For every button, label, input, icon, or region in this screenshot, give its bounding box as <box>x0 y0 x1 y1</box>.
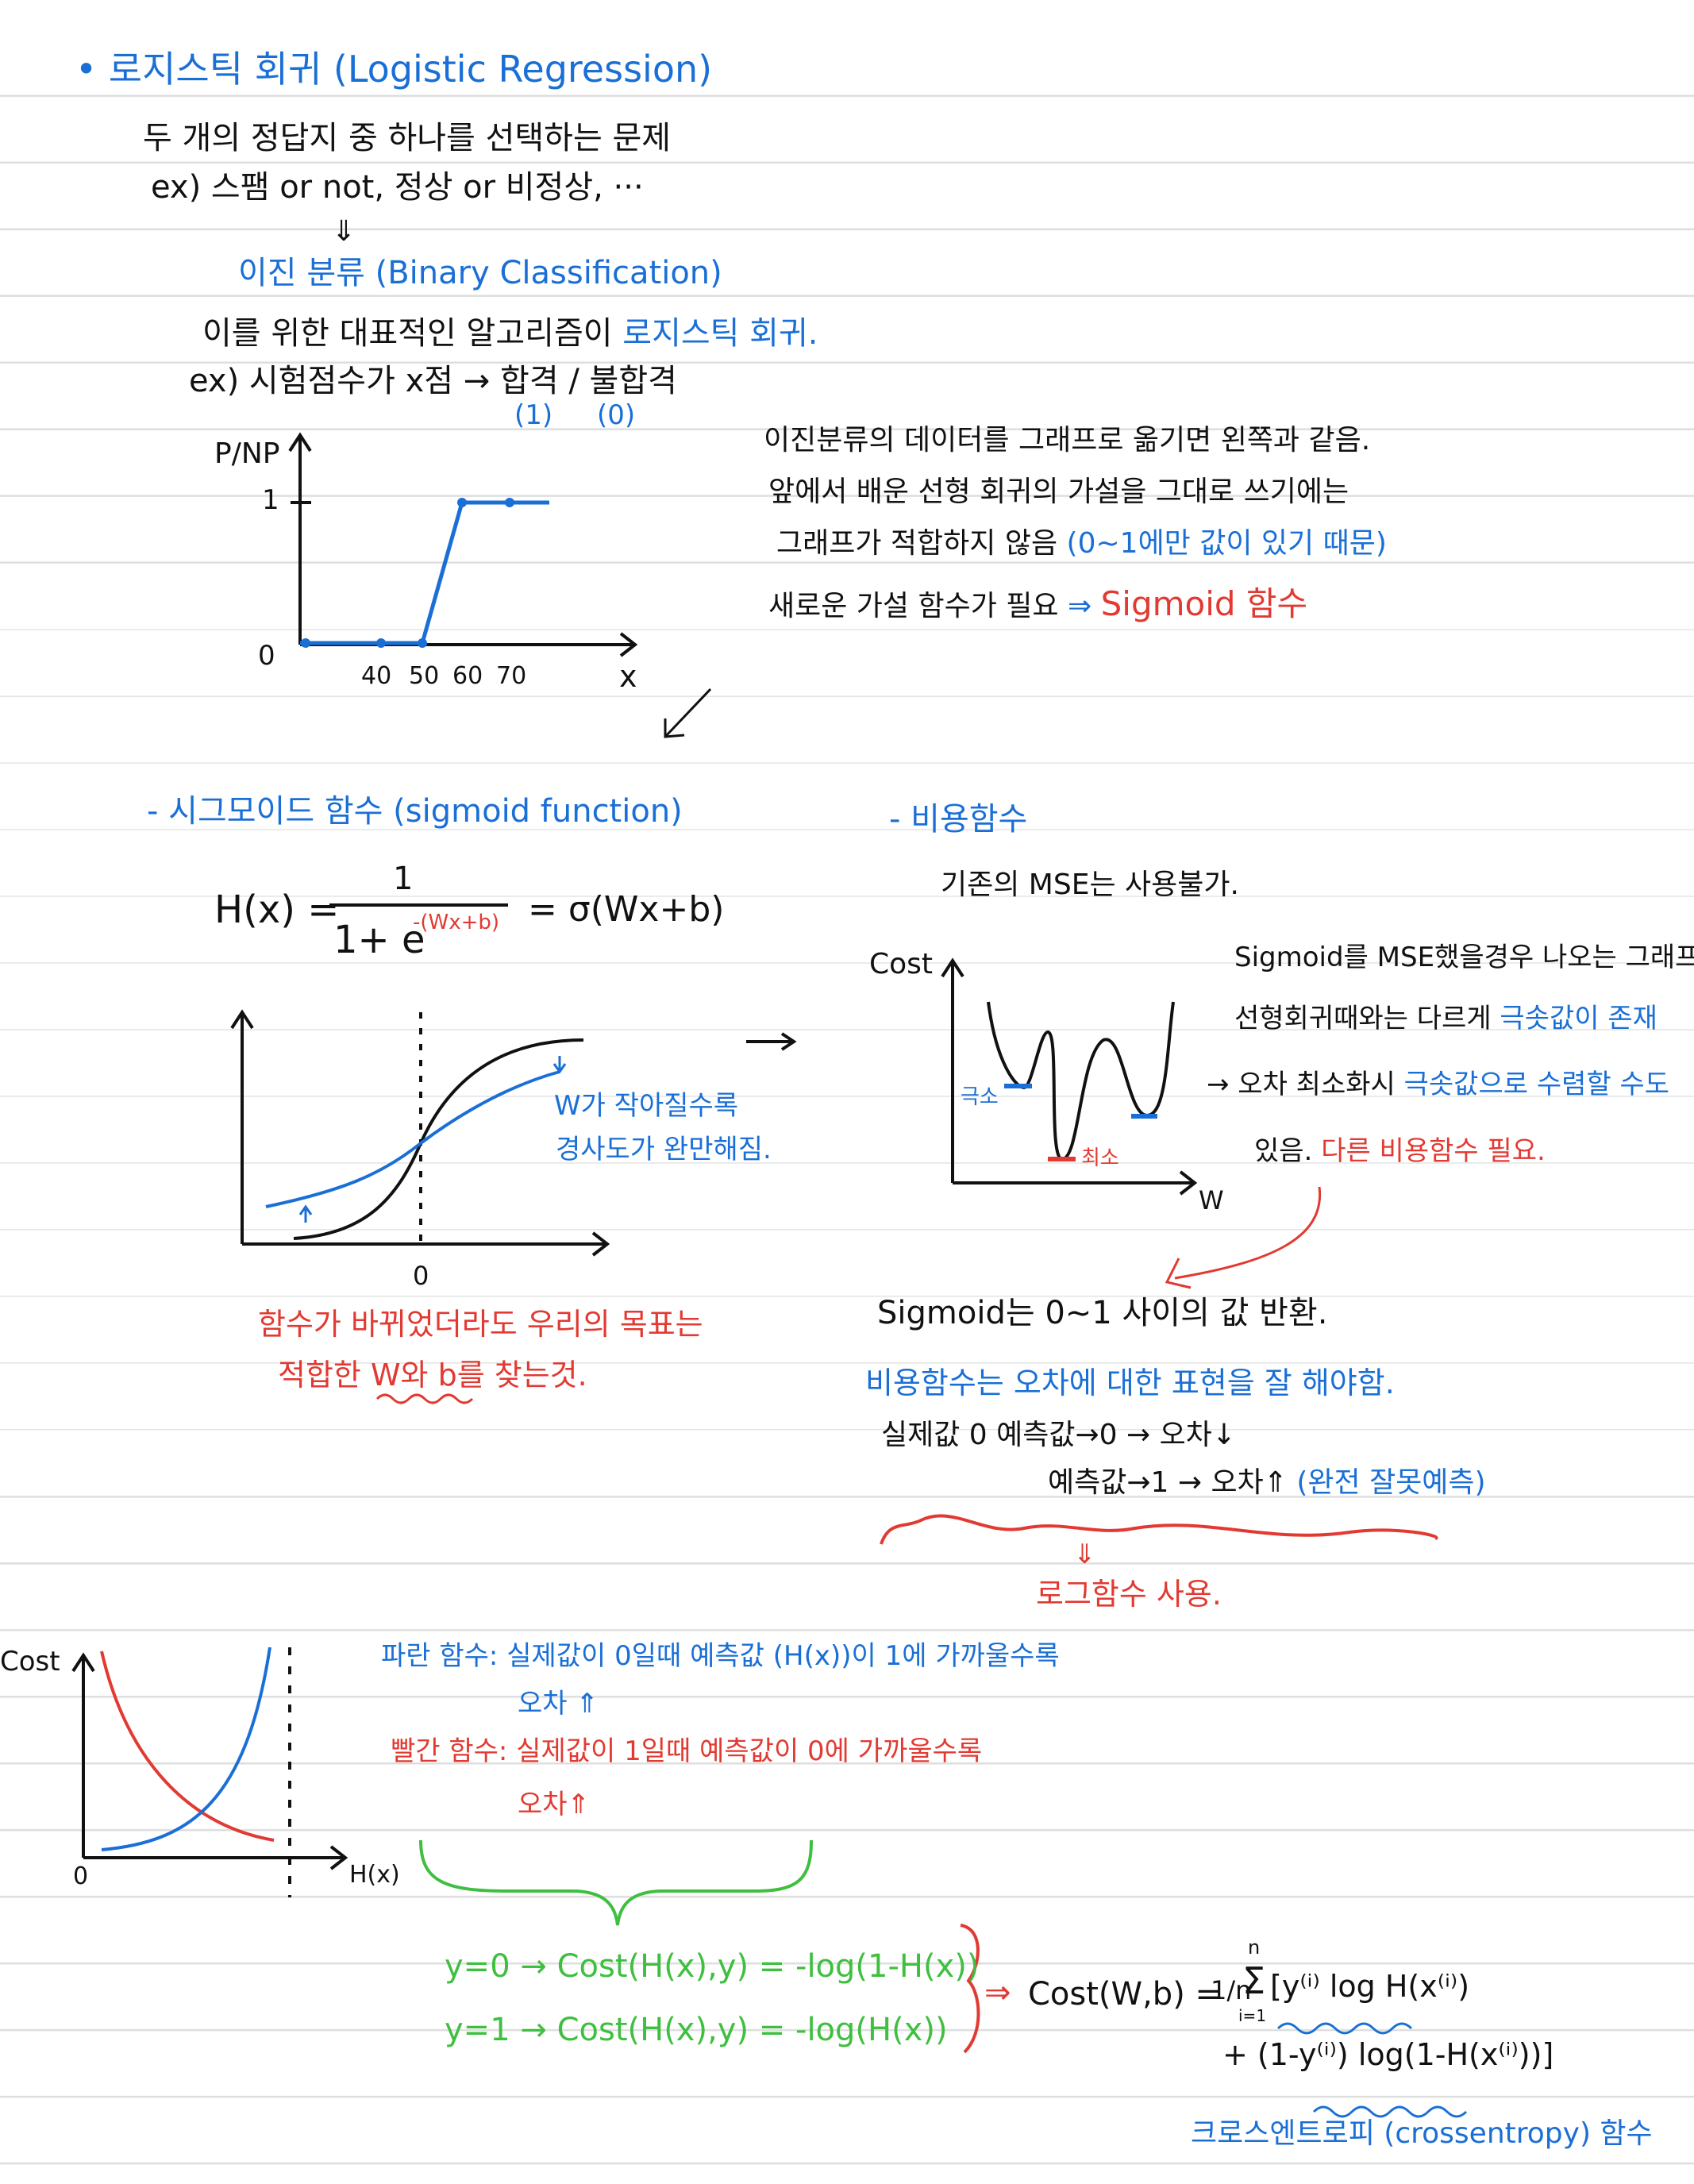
xtick-label: 70 <box>496 662 527 690</box>
red-function-note: 오차⇑ <box>518 1789 591 1820</box>
text-span: 선형회귀때와는 다르게 <box>1234 1003 1492 1034</box>
crossentropy-name: 크로스엔트로피 (crossentropy) 함수 <box>1191 2117 1653 2150</box>
log-xlabel: H(x) <box>349 1861 400 1889</box>
formula-cost: Cost(W,b) = <box>1028 1976 1222 2013</box>
blue-function-note: 파란 함수: 실제값이 0일때 예측값 (H(x))이 1에 가까울수록 <box>381 1640 1060 1672</box>
cost-xlabel: W <box>1199 1185 1224 1215</box>
note-line: 그래프가 적합하지 않음 (0~1에만 값이 있기 때문) <box>776 528 1387 560</box>
sig-line: 예측값→1 → 오차⇑ (완전 잘못예측) <box>1048 1467 1486 1499</box>
note-line: 새로운 가설 함수가 필요 ⇒ Sigmoid 함수 <box>768 584 1308 623</box>
text-span: (완전 잘못예측) <box>1296 1466 1486 1499</box>
text-span: 극솟값으로 수렴할 수도 <box>1403 1069 1670 1100</box>
data-point <box>418 638 427 648</box>
xaxis-label: x <box>619 659 637 694</box>
text-span: ⇒ <box>1067 590 1092 622</box>
text-span: (0~1에만 값이 있기 때문) <box>1066 527 1387 560</box>
formula-frac: 1/n <box>1211 1975 1252 2005</box>
ytick-label: 1 <box>262 484 279 516</box>
cost-note: → 오차 최소화시 극솟값으로 수렴할 수도 <box>1207 1069 1670 1100</box>
log-function-use: 로그함수 사용. <box>1036 1577 1222 1612</box>
log-ylabel: Cost <box>0 1646 60 1677</box>
text-span: 있음. <box>1254 1135 1313 1167</box>
text-line: ex) 시험점수가 x점 → 합격 / 불합격 <box>189 363 677 399</box>
text-span: → 오차 최소화시 <box>1207 1069 1396 1100</box>
xtick-label: 40 <box>361 662 392 690</box>
text-line: ex) 스팸 or not, 정상 or 비정상, ··· <box>151 169 644 206</box>
text-span: 예측값→1 → 오차⇑ <box>1048 1466 1288 1499</box>
down-arrow: ⇓ <box>1073 1539 1096 1570</box>
fail-code: (0) <box>597 399 636 431</box>
sigma-top: n <box>1248 1936 1261 1959</box>
sigmoid-highlight: Sigmoid 함수 <box>1100 584 1308 623</box>
cost-title: - 비용함수 <box>889 801 1028 838</box>
global-min-label: 최소 <box>1081 1146 1119 1170</box>
note-line: 이진분류의 데이터를 그래프로 옮기면 왼쪽과 같음. <box>764 424 1371 456</box>
text-span: 극솟값이 존재 <box>1500 1003 1657 1034</box>
cost-note: Sigmoid를 MSE했을경우 나오는 그래프. <box>1234 942 1694 973</box>
origin-label: 0 <box>413 1261 429 1291</box>
formula-rhs: = σ(Wx+b) <box>528 889 725 930</box>
sig-line: 실제값 0 예측값→0 → 오차↓ <box>881 1419 1237 1451</box>
sig-line: Sigmoid는 0~1 사이의 값 반환. <box>877 1295 1328 1331</box>
formula-denominator: 1+ e <box>333 918 425 962</box>
implies-arrow: ⇒ <box>984 1974 1011 2011</box>
blue-function-note: 오차 ⇑ <box>518 1688 599 1720</box>
formula-exponent: -(Wx+b) <box>413 911 500 934</box>
passfail-ylabel: P/NP <box>214 437 280 470</box>
goal-line: 적합한 W와 b를 찾는것. <box>278 1358 587 1392</box>
data-point <box>301 638 310 648</box>
sigmoid-title: - 시그모이드 함수 (sigmoid function) <box>147 793 683 830</box>
origin-label: 0 <box>73 1862 89 1890</box>
note-line: 앞에서 배운 선형 회귀의 가설을 그대로 쓰기에는 <box>768 476 1349 508</box>
sig-line: 비용함수는 오차에 대한 표현을 잘 해야함. <box>865 1365 1395 1400</box>
text-span: 이를 위한 대표적인 알고리즘이 <box>202 315 613 352</box>
formula-term2: + (1-y⁽ⁱ⁾) log(1-H(x⁽ⁱ⁾))] <box>1222 2037 1554 2072</box>
data-point <box>376 638 386 648</box>
xtick-label: 50 <box>409 662 440 690</box>
goal-line: 함수가 바뀌었더라도 우리의 목표는 <box>258 1307 703 1342</box>
section-title-logistic: • 로지스틱 회귀 (Logistic Regression) <box>75 48 713 91</box>
cost-line: 기존의 MSE는 사용불가. <box>941 869 1239 901</box>
sigma-bottom: i=1 <box>1238 2006 1267 2025</box>
sigma: Σ <box>1242 1959 1266 2002</box>
cost-case-y0: y=0 → Cost(H(x),y) = -log(1-H(x)) <box>445 1948 980 1985</box>
cost-case-y1: y=1 → Cost(H(x),y) = -log(H(x)) <box>445 2012 948 2048</box>
slope-note: W가 작아질수록 <box>554 1090 739 1122</box>
text-span: 그래프가 적합하지 않음 <box>776 527 1058 560</box>
text-line: 이를 위한 대표적인 알고리즘이 로지스틱 회귀. <box>202 316 818 351</box>
local-min-label: 극소 <box>961 1085 999 1109</box>
formula-lhs: H(x) = <box>214 888 340 932</box>
cost-note: 있음. 다른 비용함수 필요. <box>1254 1135 1546 1167</box>
formula-numerator: 1 <box>393 861 414 897</box>
highlight-logistic: 로지스틱 회귀. <box>622 315 818 352</box>
cost-ylabel: Cost <box>869 948 934 980</box>
pass-code: (1) <box>514 399 553 431</box>
text-span: 새로운 가설 함수가 필요 <box>768 590 1059 622</box>
slope-note: 경사도가 완만해짐. <box>556 1134 772 1165</box>
data-point <box>505 498 514 507</box>
down-arrow: ⇓ <box>332 215 356 248</box>
text-span: 다른 비용함수 필요. <box>1321 1135 1546 1167</box>
binary-classification: 이진 분류 (Binary Classification) <box>238 255 722 291</box>
data-point <box>457 498 467 507</box>
text-line: 두 개의 정답지 중 하나를 선택하는 문제 <box>143 120 672 156</box>
origin-label: 0 <box>258 640 275 672</box>
formula-term1: [y⁽ⁱ⁾ log H(x⁽ⁱ⁾) <box>1270 1969 1470 2004</box>
cost-note: 선형회귀때와는 다르게 극솟값이 존재 <box>1234 1003 1657 1034</box>
xtick-label: 60 <box>452 662 483 690</box>
red-function-note: 빨간 함수: 실제값이 1일때 예측값이 0에 가까울수록 <box>391 1735 983 1767</box>
